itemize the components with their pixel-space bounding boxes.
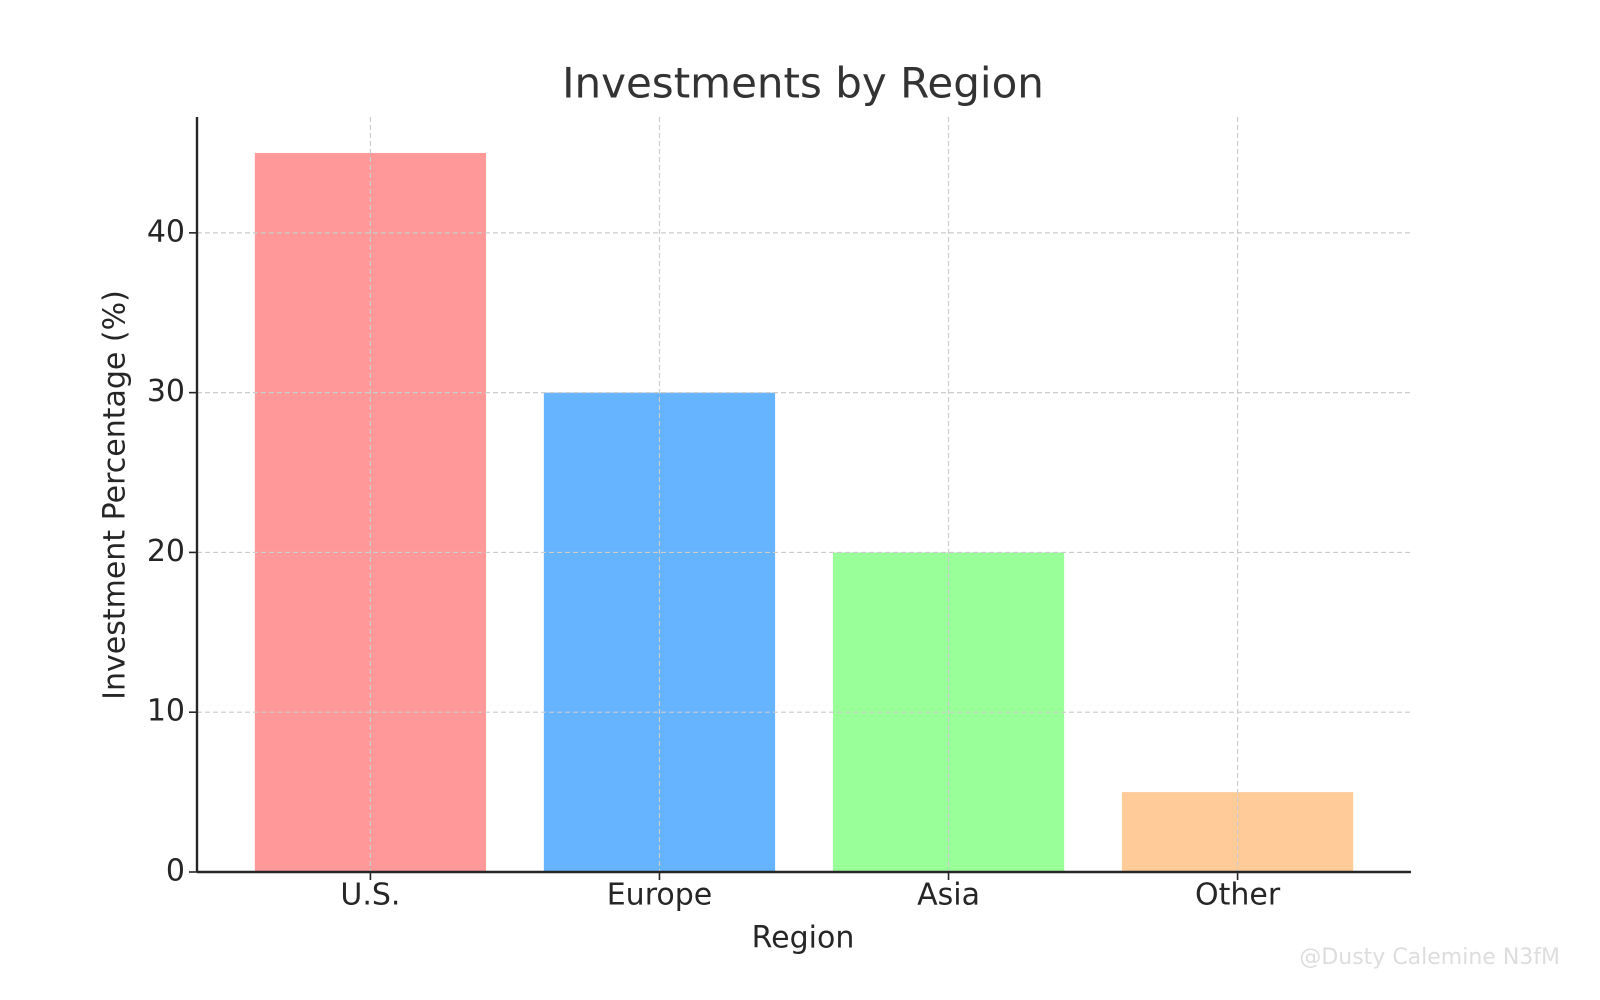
x-axis-label: Region: [752, 921, 855, 956]
chart-title: Investments by Region: [562, 59, 1044, 108]
y-tick-label: 10: [147, 694, 185, 729]
y-tick-label: 30: [147, 374, 185, 409]
x-tick-label: Asia: [917, 878, 980, 913]
x-tick-label: Other: [1195, 878, 1281, 913]
y-axis-label: Investment Percentage (%): [98, 290, 133, 700]
watermark: @Dusty Calemine N3fM: [1299, 945, 1560, 970]
x-tick-label: U.S.: [340, 878, 400, 913]
y-tick-label: 20: [147, 534, 185, 569]
y-tick-label: 40: [147, 214, 185, 249]
x-tick-label: Europe: [607, 878, 713, 913]
y-tick-label: 0: [166, 854, 185, 889]
